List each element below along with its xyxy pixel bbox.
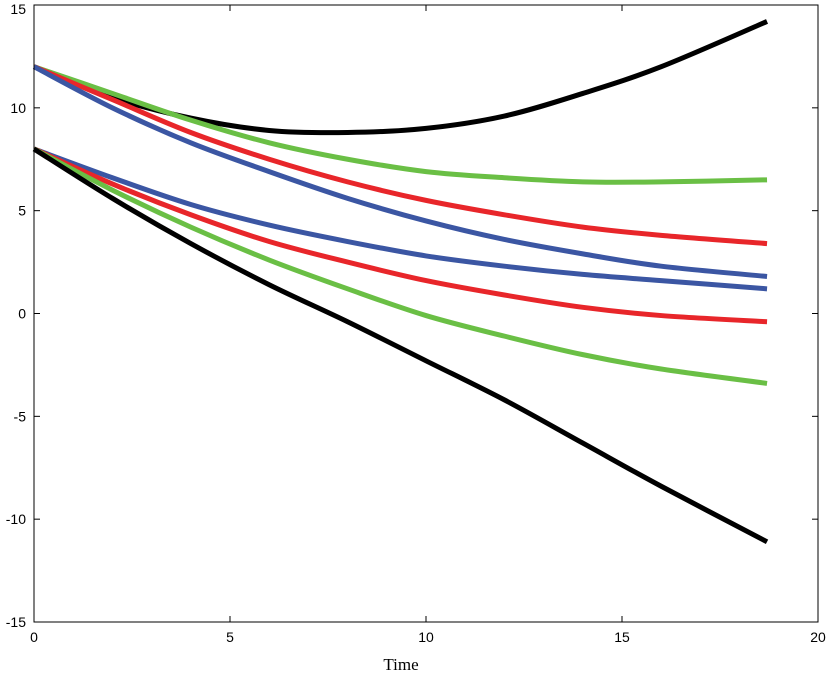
series-line-5 xyxy=(33,146,768,292)
series-line-3 xyxy=(33,64,768,247)
x-tick-label: 10 xyxy=(418,629,434,645)
series-line-1 xyxy=(33,19,769,136)
y-tick-label: -5 xyxy=(14,408,27,424)
labels-layer: 0 5 10 15 20 -15 -10 -5 0 5 10 15 xyxy=(6,1,826,645)
y-tick-label: 15 xyxy=(10,1,26,17)
series-line-7 xyxy=(32,146,768,386)
y-tick-label: 0 xyxy=(18,306,26,322)
x-axis-label: Time xyxy=(383,655,418,673)
y-tick-label: 5 xyxy=(18,203,26,219)
y-tick-label: 10 xyxy=(10,100,26,116)
x-tick-label: 20 xyxy=(810,629,826,645)
y-tick-label: -10 xyxy=(6,511,26,527)
x-tick-label: 5 xyxy=(226,629,234,645)
y-tick-label: -15 xyxy=(6,614,26,630)
x-tick-label: 15 xyxy=(614,629,630,645)
series-line-2 xyxy=(33,64,768,185)
series-layer xyxy=(32,19,769,545)
series-line-6 xyxy=(32,146,768,325)
series-line-8 xyxy=(32,146,769,545)
series-line-4 xyxy=(32,64,768,279)
plot-frame xyxy=(33,4,819,623)
x-tick-label: 0 xyxy=(30,629,38,645)
